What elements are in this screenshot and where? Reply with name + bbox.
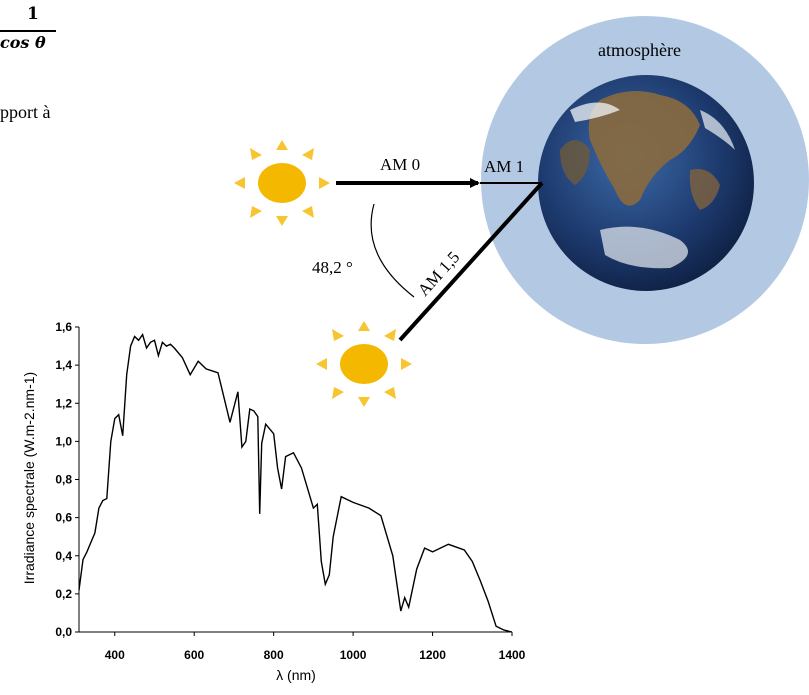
- y-tick-label: 0,8: [55, 473, 72, 487]
- y-tick-label: 1,0: [55, 434, 72, 448]
- y-tick-label: 0,2: [55, 587, 72, 601]
- y-tick-label: 0,6: [55, 511, 72, 525]
- y-axis-label: Irradiance spectrale (W.m-2.nm-1): [21, 372, 37, 584]
- x-axis-label: λ (nm): [276, 667, 316, 683]
- body-text-fragment: pport à: [0, 102, 51, 122]
- x-tick-label: 800: [264, 648, 284, 662]
- x-tick-label: 1000: [340, 648, 367, 662]
- x-tick-label: 1200: [419, 648, 446, 662]
- irradiance-series-line: [78, 333, 513, 633]
- sun-icon: [316, 321, 412, 407]
- x-tick-label: 600: [184, 648, 204, 662]
- y-tick-label: 1,4: [55, 358, 72, 372]
- earth-globe: [538, 75, 754, 291]
- y-tick-label: 0,4: [55, 549, 72, 563]
- y-tick-label: 0,0: [55, 625, 72, 639]
- formula-numerator: 1: [27, 4, 39, 24]
- spectral-irradiance-chart: 0,0 0,2 0,4 0,6 0,8 1,0 1,2 1,4 1,6 400 600 800 100…: [21, 320, 526, 683]
- atmosphere-label: atmosphère: [598, 40, 681, 60]
- formula-fraction-bar: [0, 30, 56, 32]
- angle-arc: [370, 203, 415, 298]
- sun-icon: [234, 140, 330, 226]
- am1-label: AM 1: [484, 157, 524, 176]
- am0-label: AM 0: [380, 155, 420, 174]
- x-tick-label: 400: [105, 648, 125, 662]
- y-tick-label: 1,2: [55, 396, 72, 410]
- am15-line: [398, 181, 544, 342]
- x-tick-label: 1400: [499, 648, 526, 662]
- am15-label: AM 1,5: [414, 248, 464, 300]
- angle-label: 48,2 °: [312, 258, 353, 277]
- y-tick-label: 1,6: [55, 320, 72, 334]
- formula-denominator: cos θ: [0, 33, 46, 52]
